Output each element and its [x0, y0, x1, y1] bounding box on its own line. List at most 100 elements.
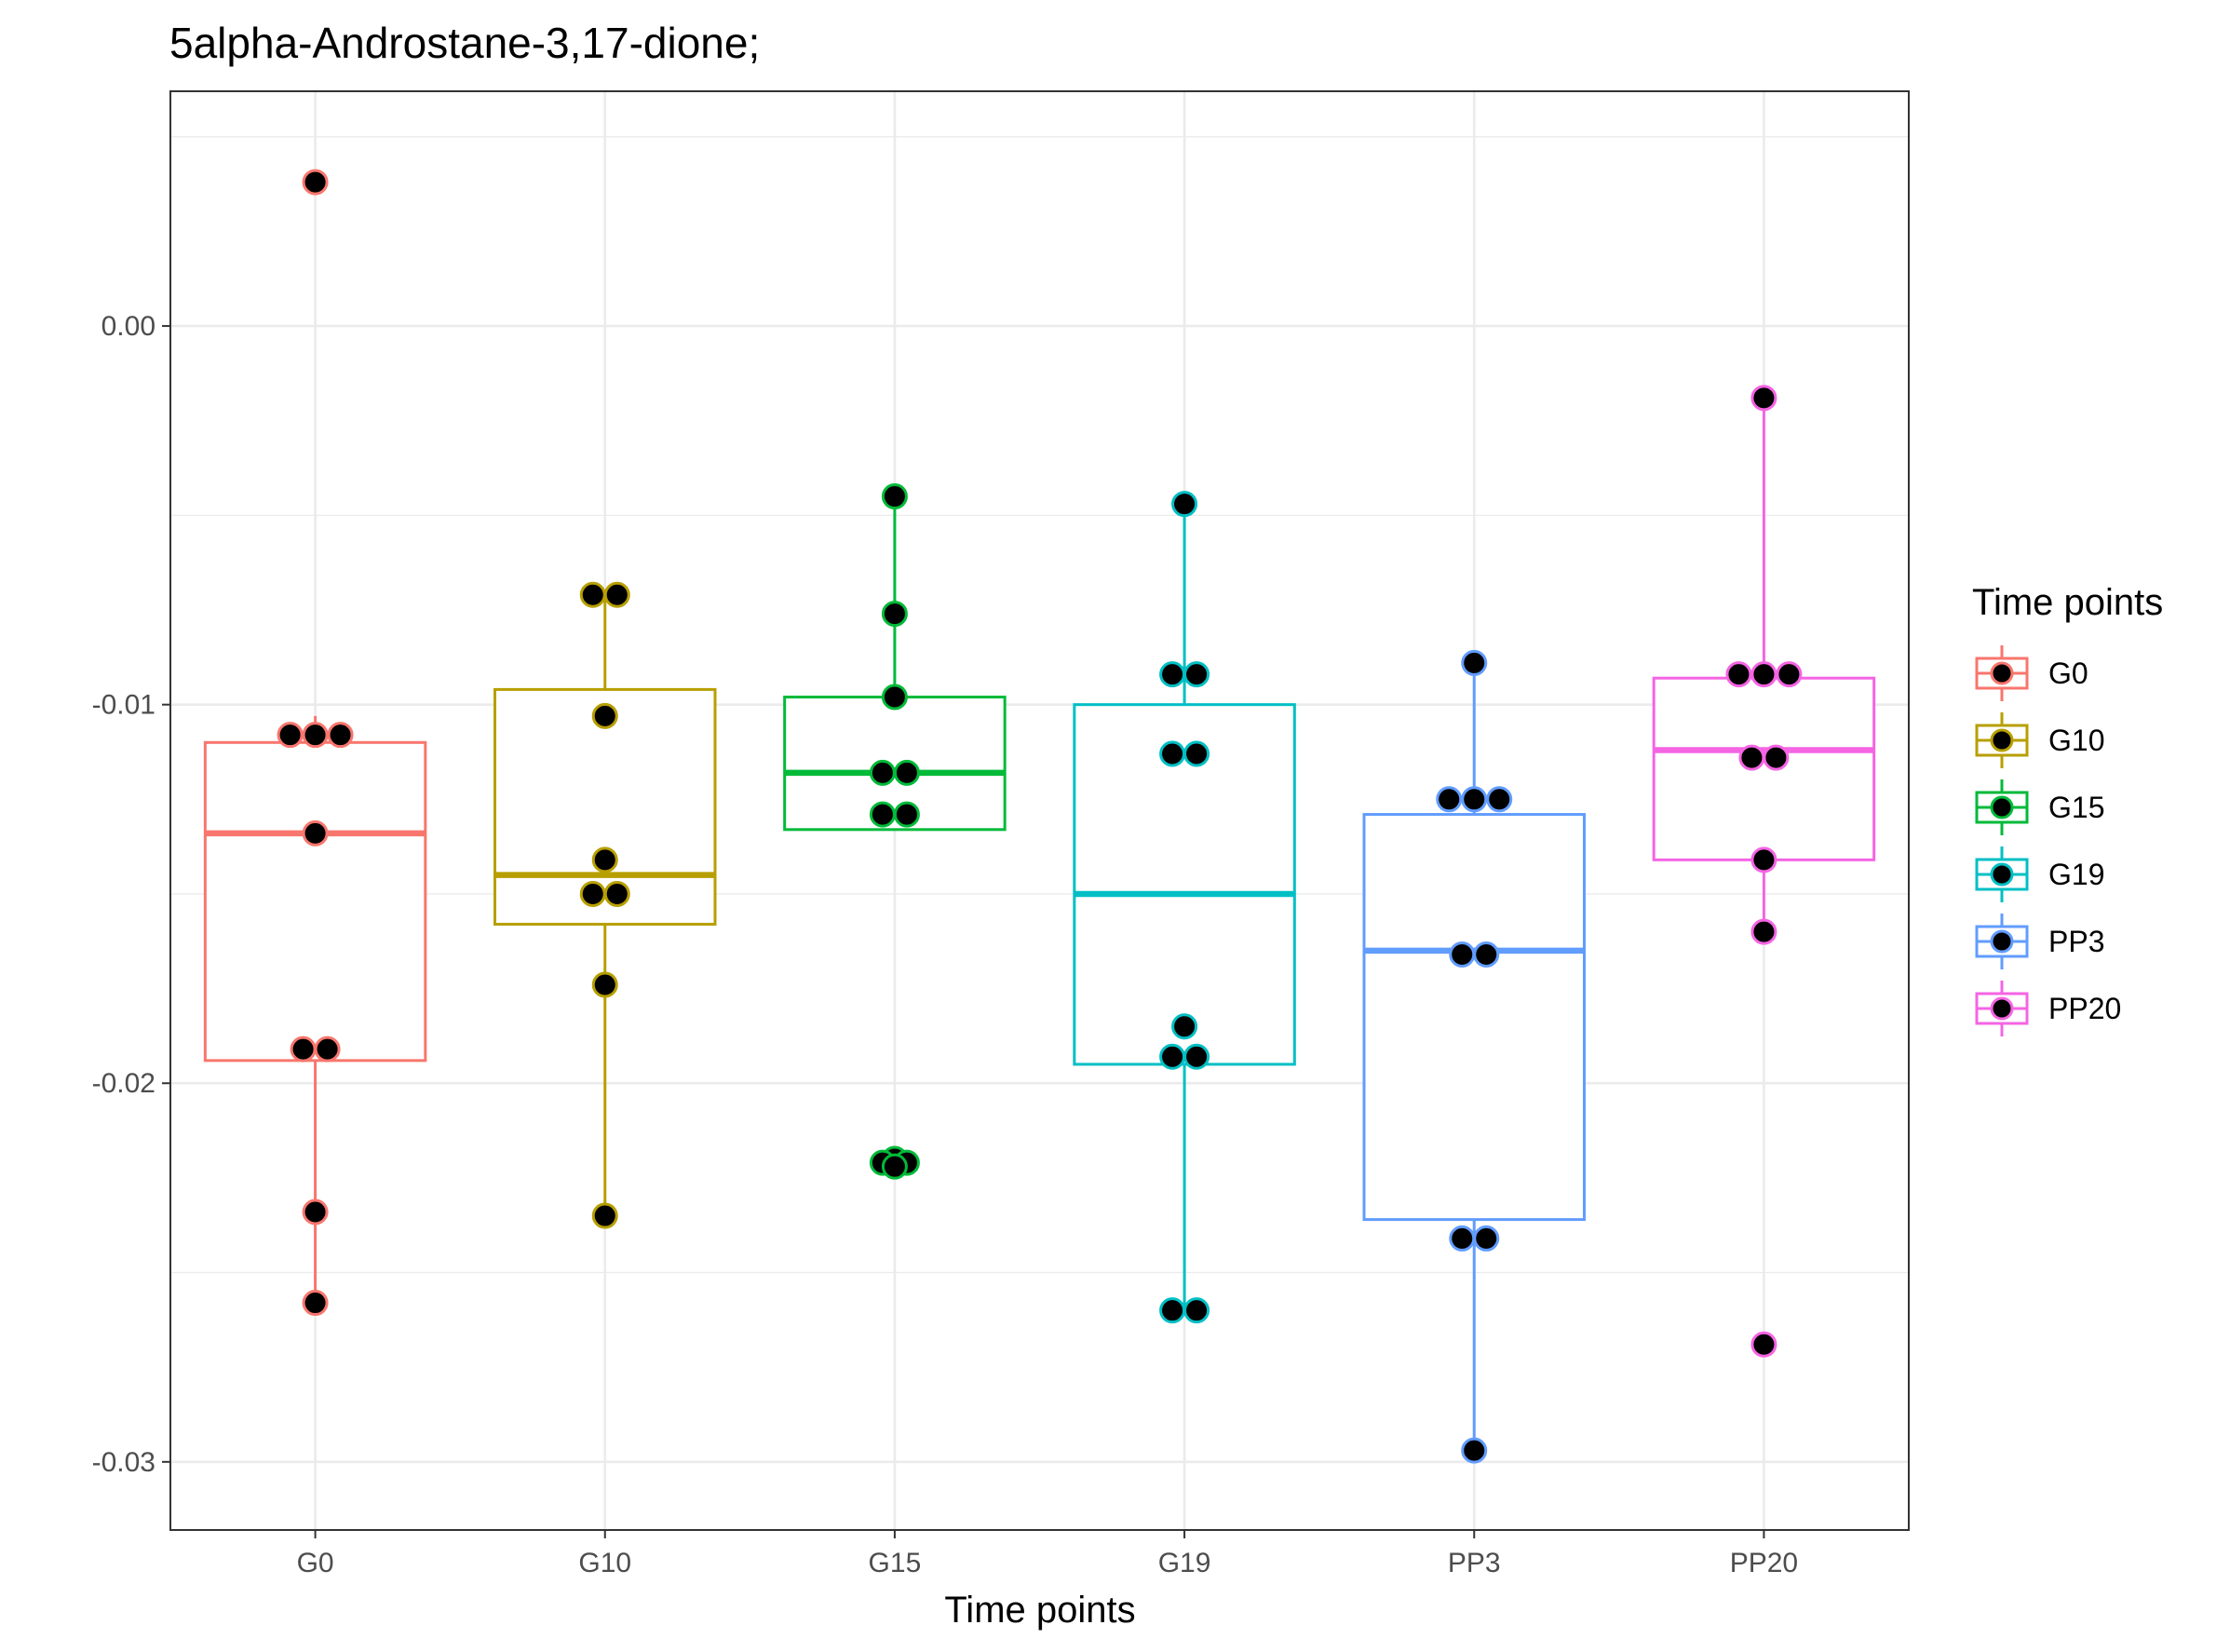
- data-point: [1183, 661, 1210, 688]
- data-point: [1159, 1043, 1186, 1070]
- legend-point: [1990, 795, 2014, 819]
- data-point: [302, 819, 329, 846]
- y-axis: 0.00 -0.01 -0.02 -0.03: [92, 311, 170, 1478]
- data-point: [881, 1153, 908, 1180]
- data-point: [1449, 1225, 1476, 1252]
- legend-label: G15: [2048, 791, 2104, 824]
- data-point: [591, 971, 618, 998]
- legend-label: G0: [2048, 657, 2088, 690]
- legend: Time points G0 G10 G15 G19 PP3 PP20: [1972, 582, 2163, 1036]
- y-tick-label: -0.02: [92, 1068, 155, 1099]
- box-body: [1073, 703, 1296, 1066]
- data-point: [302, 1290, 329, 1317]
- x-tick-label: G0: [297, 1548, 334, 1578]
- box-body: [783, 696, 1007, 832]
- box-G10: [493, 581, 717, 1229]
- legend-label: G10: [2048, 724, 2104, 757]
- x-tick-label: G10: [578, 1548, 631, 1578]
- data-point: [1461, 786, 1488, 813]
- data-point: [1750, 918, 1777, 945]
- x-axis: G0 G10 G15 G19 PP3 PP20: [297, 1530, 1798, 1578]
- data-point: [1449, 941, 1476, 968]
- data-point: [1183, 1297, 1210, 1324]
- data-point: [1776, 661, 1803, 688]
- data-point: [1725, 661, 1752, 688]
- box-PP3: [1362, 649, 1586, 1464]
- legend-label: PP20: [2048, 992, 2121, 1025]
- data-point: [1171, 491, 1198, 518]
- data-point: [1750, 661, 1777, 688]
- legend-label: G19: [2048, 858, 2104, 891]
- box-body: [203, 740, 427, 1063]
- box-PP20: [1652, 385, 1876, 1358]
- legend-item-G15: G15: [1975, 779, 2104, 835]
- data-point: [277, 722, 304, 749]
- plot-panel: [169, 90, 1910, 1531]
- data-point: [591, 846, 618, 873]
- data-point: [302, 1198, 329, 1225]
- x-axis-title: Time points: [944, 1590, 1135, 1631]
- legend-item-G10: G10: [1975, 712, 2104, 768]
- x-tick-label: PP3: [1448, 1548, 1501, 1578]
- data-point: [290, 1036, 317, 1063]
- data-point: [1473, 1225, 1500, 1252]
- data-point: [1436, 786, 1463, 813]
- data-point: [1159, 661, 1186, 688]
- x-tick-label: G19: [1158, 1548, 1211, 1578]
- data-point: [1183, 740, 1210, 767]
- data-point: [893, 801, 920, 828]
- panel-border: [169, 90, 1910, 1531]
- data-point: [1159, 1297, 1186, 1324]
- data-point: [1750, 1331, 1777, 1358]
- box-G15: [783, 483, 1007, 1180]
- data-point: [1750, 846, 1777, 873]
- data-point: [1738, 744, 1765, 771]
- data-point: [327, 722, 354, 749]
- data-point: [603, 581, 630, 608]
- data-point: [869, 801, 896, 828]
- data-point: [881, 601, 908, 628]
- panel-background: [170, 91, 1909, 1530]
- legend-item-PP3: PP3: [1975, 914, 2104, 969]
- data-point: [1763, 744, 1790, 771]
- legend-item-PP20: PP20: [1975, 981, 2121, 1036]
- data-point: [1183, 1043, 1210, 1070]
- data-point: [579, 880, 606, 907]
- data-point: [302, 169, 329, 196]
- data-point: [1461, 1437, 1488, 1464]
- data-point: [1159, 740, 1186, 767]
- data-point: [591, 1202, 618, 1229]
- legend-title: Time points: [1972, 582, 2163, 623]
- data-point: [603, 880, 630, 907]
- data-point: [302, 722, 329, 749]
- data-point: [591, 702, 618, 729]
- y-tick-label: -0.03: [92, 1447, 155, 1478]
- x-tick-label: PP20: [1730, 1548, 1798, 1578]
- legend-item-G0: G0: [1975, 645, 2088, 701]
- box-body: [1362, 813, 1586, 1222]
- data-point: [1171, 1013, 1198, 1040]
- box-body: [1652, 676, 1876, 861]
- chart-title: 5alpha-Androstane-3,17-dione;: [169, 19, 760, 67]
- data-point: [314, 1036, 341, 1063]
- box-G19: [1073, 491, 1296, 1324]
- data-point: [579, 581, 606, 608]
- data-point: [1473, 941, 1500, 968]
- y-tick-label: -0.01: [92, 690, 155, 721]
- data-point: [881, 684, 908, 711]
- legend-point: [1990, 862, 2014, 887]
- data-point: [1750, 385, 1777, 412]
- legend-point: [1990, 929, 2014, 954]
- box-G0: [203, 169, 427, 1317]
- data-point: [1486, 786, 1513, 813]
- legend-point: [1990, 728, 2014, 752]
- legend-point: [1990, 661, 2014, 685]
- y-tick-label: 0.00: [101, 311, 155, 342]
- data-point: [869, 759, 896, 786]
- legend-item-G19: G19: [1975, 846, 2104, 902]
- data-point: [893, 759, 920, 786]
- legend-point: [1990, 996, 2014, 1021]
- x-tick-label: G15: [869, 1548, 922, 1578]
- data-point: [1461, 649, 1488, 676]
